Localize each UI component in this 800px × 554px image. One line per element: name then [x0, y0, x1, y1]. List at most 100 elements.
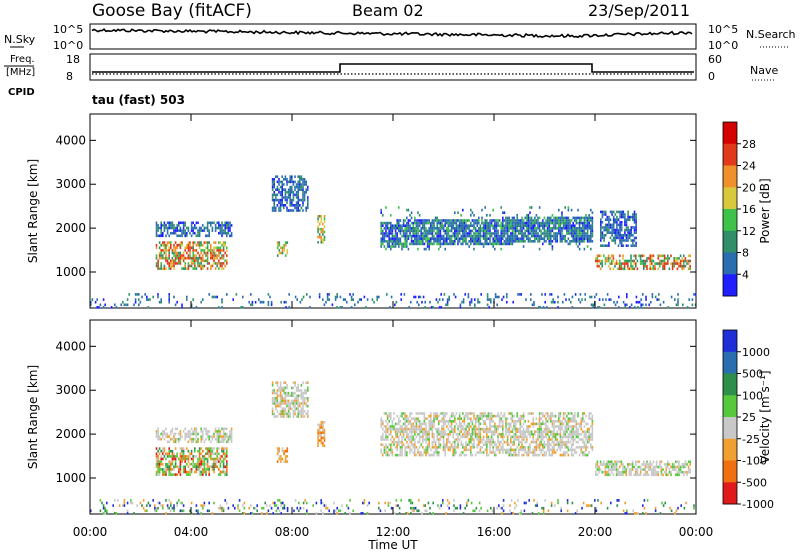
heatmap-cell: [445, 303, 447, 307]
heatmap-cell: [317, 436, 319, 440]
heatmap-cell: [322, 426, 324, 429]
heatmap-cell: [455, 446, 458, 449]
heatmap-cell: [213, 259, 215, 263]
heatmap-cell: [470, 420, 472, 423]
heatmap-cell: [498, 417, 501, 420]
heatmap-cell: [294, 175, 296, 178]
heatmap-cell: [481, 221, 483, 225]
heatmap-cell: [380, 240, 382, 243]
heatmap-cell: [489, 420, 491, 423]
heatmap-cell: [632, 244, 634, 247]
heatmap-cell: [216, 249, 218, 252]
heatmap-cell: [168, 262, 170, 265]
heatmap-cell: [168, 267, 170, 270]
heatmap-cell: [546, 234, 549, 238]
heatmap-cell: [221, 234, 223, 238]
heatmap-cell: [417, 227, 419, 230]
heatmap-cell: [200, 437, 202, 441]
heatmap-cell: [628, 259, 631, 263]
heatmap-cell: [289, 204, 291, 207]
heatmap-cell: [619, 210, 621, 214]
heatmap-cell: [559, 232, 562, 235]
heatmap-cell: [431, 232, 434, 235]
heatmap-cell: [208, 470, 210, 474]
heatmap-cell: [542, 446, 544, 449]
heatmap-cell: [294, 404, 296, 408]
heatmap-cell: [404, 453, 406, 457]
heatmap-cell: [297, 180, 299, 184]
heatmap-cell: [318, 428, 321, 432]
heatmap-cell: [230, 430, 233, 433]
heatmap-cell: [530, 430, 533, 433]
heatmap-cell: [210, 452, 212, 456]
heatmap-cell: [618, 295, 620, 299]
heatmap-cell: [553, 448, 555, 452]
heatmap-cell: [202, 224, 204, 227]
heatmap-cell: [259, 300, 262, 304]
heatmap-cell: [620, 241, 623, 245]
heatmap-cell: [192, 432, 194, 436]
heatmap-cell: [591, 240, 594, 243]
heatmap-cell: [286, 209, 288, 212]
heatmap-cell: [307, 185, 309, 189]
heatmap-cell: [155, 243, 158, 247]
heatmap-cell: [192, 465, 194, 469]
heatmap-cell: [548, 219, 550, 222]
heatmap-cell: [165, 259, 167, 263]
heatmap-cell: [410, 430, 413, 433]
heatmap-cell: [303, 198, 306, 202]
heatmap-cell: [206, 449, 209, 453]
heatmap-cell: [537, 221, 539, 225]
heatmap-cell: [404, 427, 406, 431]
heatmap-cell: [584, 293, 586, 296]
heatmap-cell: [278, 404, 280, 408]
heatmap-cell: [639, 465, 642, 469]
heatmap-cell: [163, 264, 166, 268]
heatmap-cell: [449, 240, 451, 243]
heatmap-cell: [617, 234, 620, 237]
heatmap-cell: [194, 470, 196, 474]
heatmap-cell: [468, 245, 470, 248]
heatmap-cell: [562, 234, 565, 238]
heatmap-cell: [630, 244, 633, 247]
heatmap-cell: [412, 425, 414, 428]
heatmap-cell: [454, 295, 457, 299]
heatmap-cell: [295, 191, 298, 194]
heatmap-cell: [551, 214, 554, 217]
heatmap-cell: [526, 438, 528, 441]
heatmap-cell: [184, 264, 186, 268]
heatmap-cell: [385, 221, 387, 225]
heatmap-cell: [184, 231, 186, 235]
heatmap-cell: [600, 234, 602, 237]
heatmap-cell: [202, 473, 204, 476]
heatmap-cell: [601, 215, 604, 219]
heatmap-cell: [295, 386, 298, 390]
heatmap-cell: [503, 412, 506, 415]
heatmap-cell: [224, 229, 226, 232]
heatmap-cell: [591, 219, 594, 222]
heatmap-cell: [667, 259, 669, 263]
heatmap-cell: [187, 264, 190, 268]
heatmap-cell: [309, 295, 311, 299]
heatmap-cell: [388, 232, 390, 235]
heatmap-cell: [202, 432, 204, 436]
heatmap-cell: [565, 298, 567, 301]
heatmap-cell: [495, 427, 498, 431]
heatmap-cell: [163, 256, 166, 260]
heatmap-cell: [283, 449, 285, 453]
heatmap-cell: [490, 232, 493, 235]
heatmap-cell: [550, 229, 552, 233]
heatmap-cell: [388, 443, 390, 446]
heatmap-cell: [279, 412, 282, 416]
heatmap-cell: [420, 237, 422, 240]
heatmap-cell: [297, 185, 299, 189]
heatmap-cell: [174, 455, 177, 458]
heatmap-cell: [322, 421, 324, 424]
heatmap-cell: [160, 226, 162, 230]
heatmap-cell: [510, 224, 512, 227]
heatmap-cell: [548, 435, 550, 439]
heatmap-cell: [519, 224, 522, 227]
heatmap-cell: [527, 412, 530, 415]
heatmap-cell: [205, 437, 207, 441]
heatmap-cell: [486, 453, 488, 457]
